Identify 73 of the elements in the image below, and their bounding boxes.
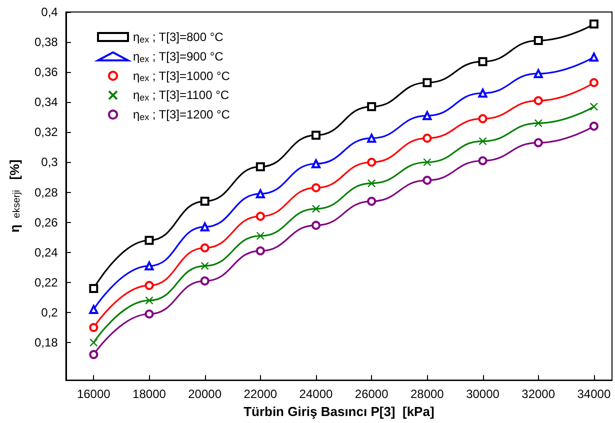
legend-label: ηex; T[3]=800 °C	[133, 30, 224, 44]
legend-label: ηex; T[3]=1200 °C	[133, 108, 230, 122]
point	[589, 20, 598, 29]
point	[200, 276, 210, 286]
point	[478, 57, 488, 66]
point	[422, 78, 432, 88]
point	[422, 134, 432, 143]
y-tick-label: 0,38	[34, 35, 58, 50]
legend-label: ηex; T[3]=1100 °C	[133, 88, 230, 103]
y-tick-label: 0,4	[41, 5, 58, 19]
point	[312, 183, 320, 192]
point	[534, 36, 543, 46]
x-tick-label: 16000	[76, 387, 111, 402]
x-tick-label: 32000	[522, 387, 556, 402]
point	[367, 134, 376, 143]
point	[367, 102, 376, 112]
point	[312, 204, 320, 213]
point	[256, 246, 265, 256]
legend-label: ηex; T[3]=1000 °C	[133, 68, 230, 84]
point	[422, 176, 432, 185]
point	[478, 137, 487, 146]
point	[89, 323, 98, 332]
y-tick-label: 0,36	[34, 65, 58, 80]
legend-label: ηex; T[3]=900 °C	[133, 49, 224, 64]
point	[145, 296, 154, 305]
y-tick-label: 0,26	[34, 215, 58, 230]
y-tick-label: 0,34	[34, 95, 58, 110]
x-tick-label: 22000	[244, 387, 278, 402]
point	[423, 158, 432, 166]
point	[256, 232, 265, 240]
point	[256, 189, 265, 198]
x-tick-label: 20000	[188, 387, 222, 402]
point	[534, 138, 543, 148]
point	[312, 130, 320, 140]
point	[367, 179, 376, 188]
point	[200, 222, 210, 232]
y-tick-label: 0,28	[34, 185, 58, 200]
y-tick-label: 0,18	[34, 336, 58, 350]
point	[534, 96, 543, 106]
point	[256, 212, 265, 221]
point	[478, 114, 488, 124]
point	[367, 196, 376, 206]
point	[478, 156, 488, 166]
point	[89, 304, 98, 314]
point	[312, 159, 320, 168]
y-tick-label: 0,22	[34, 275, 58, 290]
x-axis-title: Türbin Giriş Basıncı P[3] [kPa]	[244, 404, 434, 419]
y-tick-label: 0,2	[41, 305, 58, 320]
point	[144, 261, 154, 270]
point	[589, 78, 598, 88]
point	[589, 122, 598, 131]
y-tick-label: 0,3	[41, 155, 58, 170]
point	[144, 309, 154, 318]
point	[144, 236, 154, 245]
x-tick-label: 30000	[466, 387, 500, 402]
point	[200, 196, 210, 206]
x-tick-label: 28000	[410, 387, 444, 402]
x-tick-label: 26000	[354, 387, 389, 402]
point	[89, 284, 98, 293]
point	[312, 220, 320, 230]
x-tick-label: 34000	[577, 387, 611, 402]
point	[144, 280, 154, 290]
y-tick-label: 0,24	[34, 245, 58, 260]
y-tick-label: 0,32	[34, 125, 58, 140]
x-tick-label: 24000	[299, 387, 334, 402]
point	[200, 243, 210, 252]
point	[534, 119, 542, 128]
point	[367, 158, 376, 167]
point	[89, 350, 98, 360]
y-axis-title: ηekserji [%]	[7, 160, 23, 233]
point	[200, 262, 209, 270]
x-tick-label: 18000	[132, 387, 166, 402]
point	[256, 162, 265, 172]
